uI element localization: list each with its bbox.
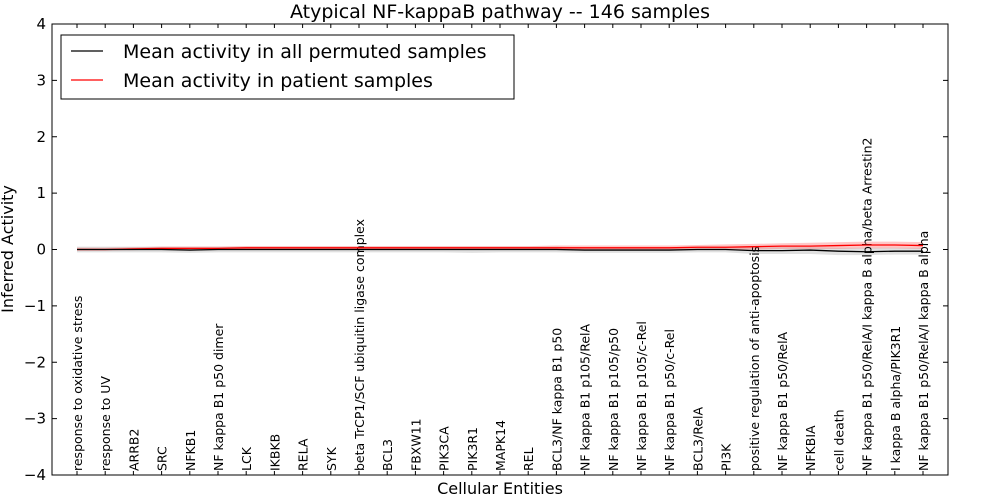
category-label: NF kappa B1 p105/p50 (606, 328, 621, 471)
category-label: MAPK14 (493, 420, 508, 471)
category-label: BCL3/RelA (690, 407, 705, 471)
category-label: NF kappa B1 p50/c-Rel (662, 329, 677, 471)
category-label: NF kappa B1 p50/RelA/I kappa B alpha (916, 231, 931, 471)
category-label: SRC (155, 446, 170, 471)
category-label: NFKBIA (803, 425, 818, 471)
category-label: response to UV (98, 376, 113, 471)
y-tick-label: −1 (24, 297, 46, 315)
category-label: positive regulation of anti-apoptosis (747, 246, 762, 471)
y-tick-label: 0 (36, 241, 46, 259)
x-axis-label: Cellular Entities (437, 479, 563, 498)
category-label: IKBKB (267, 434, 282, 471)
category-label: beta TrCP1/SCF ubiquitin ligase complex (352, 219, 367, 471)
category-label: NFKB1 (183, 430, 198, 471)
category-label: PIK3CA (437, 426, 452, 471)
series-line-1 (77, 244, 924, 251)
category-label: NF kappa B1 p50/RelA (775, 331, 790, 471)
category-label: NF kappa B1 p50/RelA/I kappa B alpha/bet… (860, 138, 875, 472)
category-label: NF kappa B1 p105/c-Rel (634, 321, 649, 471)
x-axis-ticks (76, 24, 924, 475)
category-labels: response to oxidative stress response to … (70, 138, 931, 472)
category-label: PIK3R1 (465, 427, 480, 471)
category-label: response to oxidative stress (70, 296, 85, 471)
category-label: NF kappa B1 p50 dimer (211, 323, 226, 471)
category-label: FBXW11 (408, 418, 423, 471)
category-label: BCL3 (380, 439, 395, 471)
legend-label-patient: Mean activity in patient samples (123, 70, 433, 92)
y-tick-label: 2 (36, 128, 46, 146)
category-label: RELA (296, 438, 311, 471)
category-label: ARRB2 (126, 429, 141, 471)
category-label: LCK (239, 446, 254, 471)
y-tick-label: −4 (24, 466, 46, 484)
y-axis-label: Inferred Activity (0, 185, 17, 313)
chart-title: Atypical NF-kappaB pathway -- 146 sample… (290, 1, 710, 23)
legend: Mean activity in all permuted samples Me… (60, 34, 515, 100)
category-label: NF kappa B1 p105/RelA (578, 324, 593, 471)
legend-box (60, 34, 515, 100)
series-line-0 (77, 248, 923, 253)
category-label: I kappa B alpha/PIK3R1 (888, 326, 903, 471)
series-lines (77, 244, 924, 253)
y-tick-label: 4 (36, 15, 46, 33)
y-tick-label: −3 (24, 410, 46, 428)
y-tick-label: 3 (36, 71, 46, 89)
category-label: PI3K (719, 443, 734, 471)
category-label: SYK (324, 446, 339, 471)
category-label: REL (521, 447, 536, 471)
legend-label-permuted: Mean activity in all permuted samples (123, 41, 486, 63)
y-tick-label: 1 (36, 184, 46, 202)
y-tick-label: −2 (24, 353, 46, 371)
series-band-0 (77, 246, 923, 256)
category-label: cell death (831, 409, 846, 471)
y-axis: −4 −3 −2 −1 0 1 2 3 4 (24, 15, 948, 484)
category-label: BCL3/NF kappa B1 p50 (549, 328, 564, 471)
